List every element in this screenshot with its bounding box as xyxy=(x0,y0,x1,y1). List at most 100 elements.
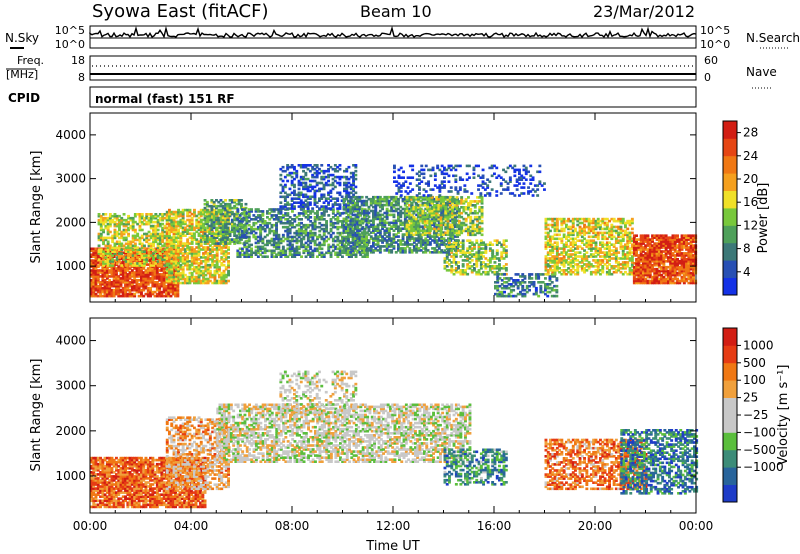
heatmap-cell xyxy=(336,216,340,219)
heatmap-cell xyxy=(188,246,192,249)
heatmap-cell xyxy=(118,246,121,249)
heatmap-cell xyxy=(212,236,216,239)
heatmap-cell xyxy=(170,248,174,251)
heatmap-cell xyxy=(149,281,152,284)
heatmap-cell xyxy=(94,269,98,272)
heatmap-cell xyxy=(206,246,210,249)
heatmap-cell xyxy=(230,210,234,214)
heatmap-cell xyxy=(124,262,128,265)
heatmap-cell xyxy=(369,247,373,250)
heatmap-cell xyxy=(394,197,398,201)
heatmap-cell xyxy=(174,220,178,224)
heatmap-cell xyxy=(224,216,227,220)
heatmap-cell xyxy=(256,210,260,213)
heatmap-cell xyxy=(122,228,126,232)
title: Syowa East (fitACF) xyxy=(92,1,268,22)
heatmap-cell xyxy=(341,237,344,241)
heatmap-cell xyxy=(204,246,208,249)
heatmap-cell xyxy=(165,238,169,241)
heatmap-cell xyxy=(118,214,121,218)
heatmap-cell xyxy=(168,228,171,232)
heatmap-cell xyxy=(121,263,125,266)
heatmap-cell xyxy=(224,275,228,279)
heatmap-cell xyxy=(154,230,158,234)
heatmap-cell xyxy=(208,240,212,243)
heatmap-cell xyxy=(331,205,335,208)
heatmap-cell xyxy=(103,281,107,284)
heatmap-cell xyxy=(358,237,362,240)
heatmap-cell xyxy=(227,260,230,263)
heatmap-cell xyxy=(133,275,137,278)
heatmap-cell xyxy=(190,263,194,267)
heatmap-cell xyxy=(254,231,258,235)
heatmap-cell xyxy=(179,220,183,224)
heatmap-cell xyxy=(241,208,244,211)
heatmap-cell xyxy=(124,228,128,232)
heatmap-cell xyxy=(217,226,221,230)
heatmap-cell xyxy=(341,231,344,235)
heatmap-cell xyxy=(193,238,196,241)
heatmap-cell xyxy=(137,294,141,298)
heatmap-cell xyxy=(369,249,373,252)
heatmap-cell xyxy=(110,269,114,272)
heatmap-cell xyxy=(263,251,267,255)
heatmap-cell xyxy=(394,235,398,238)
heatmap-cell xyxy=(161,214,165,218)
heatmap-cell xyxy=(112,273,116,276)
heatmap-cell xyxy=(131,240,135,244)
heatmap-cell xyxy=(193,236,196,239)
heatmap-cell xyxy=(306,218,310,221)
heatmap-cell xyxy=(204,220,208,224)
heatmap-cell xyxy=(219,226,223,230)
heatmap-cell xyxy=(121,265,125,268)
heatmap-cell xyxy=(313,241,317,245)
heatmap-cell xyxy=(338,253,342,256)
heatmap-cell xyxy=(177,212,180,216)
heatmap-cell xyxy=(299,175,303,179)
heatmap-cell xyxy=(211,230,215,234)
heatmap-cell xyxy=(154,254,158,257)
heatmap-cell xyxy=(356,251,359,254)
heatmap-cell xyxy=(97,248,101,251)
heatmap-cell xyxy=(272,208,276,211)
heatmap-cell xyxy=(108,290,112,294)
heatmap-cell xyxy=(172,238,176,241)
heatmap-cell xyxy=(293,189,296,193)
heatmap-cell xyxy=(183,256,187,259)
heatmap-cell xyxy=(349,231,353,234)
heatmap-cell xyxy=(112,255,116,258)
heatmap-cell xyxy=(113,232,117,236)
heatmap-cell xyxy=(415,221,419,225)
heatmap-cell xyxy=(381,223,384,227)
heatmap-cell xyxy=(316,216,319,219)
heatmap-cell xyxy=(222,246,226,249)
heatmap-cell xyxy=(365,239,369,242)
heatmap-cell xyxy=(181,244,185,247)
heatmap-cell xyxy=(352,189,355,193)
heatmap-cell xyxy=(302,249,306,253)
heatmap-cell xyxy=(272,249,276,253)
heatmap-cell xyxy=(224,238,227,241)
heatmap-cell xyxy=(266,223,269,227)
heatmap-cell xyxy=(378,239,382,242)
heatmap-cell xyxy=(197,232,201,235)
heatmap-cell xyxy=(327,237,331,241)
heatmap-cell xyxy=(146,292,150,296)
heatmap-cell xyxy=(115,271,118,274)
heatmap-cell xyxy=(172,216,176,220)
heatmap-cell xyxy=(376,211,380,215)
heatmap-cell xyxy=(417,249,421,252)
heatmap-cell xyxy=(179,218,183,222)
heatmap-cell xyxy=(221,228,225,232)
heatmap-cell xyxy=(153,265,157,268)
heatmap-cell xyxy=(215,265,219,269)
heatmap-cell xyxy=(275,253,278,256)
heatmap-cell xyxy=(190,254,194,257)
heatmap-cell xyxy=(163,248,167,251)
heatmap-cell xyxy=(170,226,174,230)
heatmap-cell xyxy=(338,193,342,197)
heatmap-cell xyxy=(212,226,216,230)
heatmap-cell xyxy=(415,251,419,254)
heatmap-cell xyxy=(197,242,201,245)
heatmap-cell xyxy=(102,242,105,246)
